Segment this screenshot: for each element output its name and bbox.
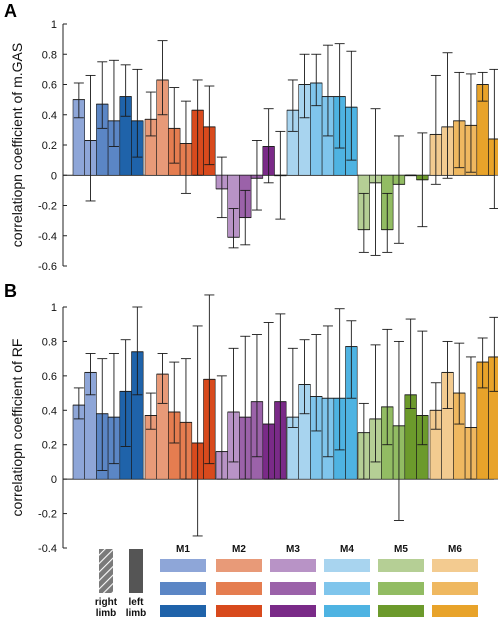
- right-limb-swatch: [99, 549, 113, 593]
- panel-a: A -0.6 -0.4 -0.2 0 0.2 0.4 0.6 0.8 1 correlatiopn …: [4, 1, 498, 273]
- panel-letter: A: [4, 1, 17, 21]
- legend-swatch-v1-m5: [378, 559, 424, 572]
- panel-b: B -0.4 -0.2 0 0.2 0.4 0.6 0.8 1 correlatiopn coef…: [4, 281, 498, 555]
- legend-swatch-v3-m5: [378, 605, 424, 617]
- y-tick-label: 0.2: [42, 140, 57, 152]
- legend-swatch-v3-m4: [324, 605, 370, 617]
- legend-col-m4: M4: [340, 544, 354, 555]
- y-tick-label: 0.2: [42, 440, 57, 452]
- legend-swatch-v1-m6: [432, 559, 478, 572]
- legend-col-m6: M6: [448, 544, 462, 555]
- legend-col-m3: M3: [286, 544, 300, 555]
- left-limb-label: left limb: [126, 597, 147, 617]
- panel-letter: B: [4, 281, 17, 301]
- legend-swatch-v3-m2: [216, 605, 262, 617]
- y-tick-label: 0: [51, 170, 57, 182]
- y-tick-label: 1: [51, 302, 57, 314]
- y-tick-label: -0.4: [38, 543, 57, 555]
- y-axis-label: correlatiopn coefficient of m.GAS: [9, 43, 25, 247]
- y-tick-label: -0.4: [38, 231, 57, 243]
- legend-col-m5: M5: [394, 544, 408, 555]
- legend-swatch-v3-m3: [270, 605, 316, 617]
- bar-m6-6: [488, 356, 498, 480]
- right-limb-label: right limb: [95, 597, 118, 617]
- legend-swatch-v2-m1: [160, 582, 206, 595]
- legend: rightlimbleftlimbM1M2M3M4M5M6V1V2V3: [95, 544, 478, 617]
- legend-swatch-v2-m4: [324, 582, 370, 595]
- y-tick-label: -0.6: [38, 261, 57, 273]
- legend-swatch-v1-m2: [216, 559, 262, 572]
- legend-swatch-v3-m1: [160, 605, 206, 617]
- y-tick-label: 0.4: [42, 110, 57, 122]
- y-tick-label: 1: [51, 19, 57, 31]
- legend-swatch-v3-m6: [432, 605, 478, 617]
- y-tick-label: 0.6: [42, 80, 57, 92]
- legend-swatch-v2-m3: [270, 582, 316, 595]
- left-limb-swatch: [129, 549, 143, 593]
- legend-swatch-v2-m5: [378, 582, 424, 595]
- legend-swatch-v1-m1: [160, 559, 206, 572]
- y-tick-label: -0.2: [38, 201, 57, 213]
- y-tick-label: -0.2: [38, 509, 57, 521]
- legend-swatch-v1-m4: [324, 559, 370, 572]
- bar-m6-6: [488, 138, 498, 176]
- legend-swatch-v2-m2: [216, 582, 262, 595]
- y-tick-label: 0.4: [42, 405, 57, 417]
- y-tick-label: 0: [51, 474, 57, 486]
- legend-col-m2: M2: [232, 544, 246, 555]
- legend-col-m1: M1: [176, 544, 190, 555]
- y-tick-label: 0.8: [42, 336, 57, 348]
- legend-swatch-v2-m6: [432, 582, 478, 595]
- y-axis-label: correlatiopn coefficient of RF: [9, 339, 25, 517]
- y-tick-label: 0.8: [42, 49, 57, 61]
- y-tick-label: 0.6: [42, 371, 57, 383]
- legend-swatch-v1-m3: [270, 559, 316, 572]
